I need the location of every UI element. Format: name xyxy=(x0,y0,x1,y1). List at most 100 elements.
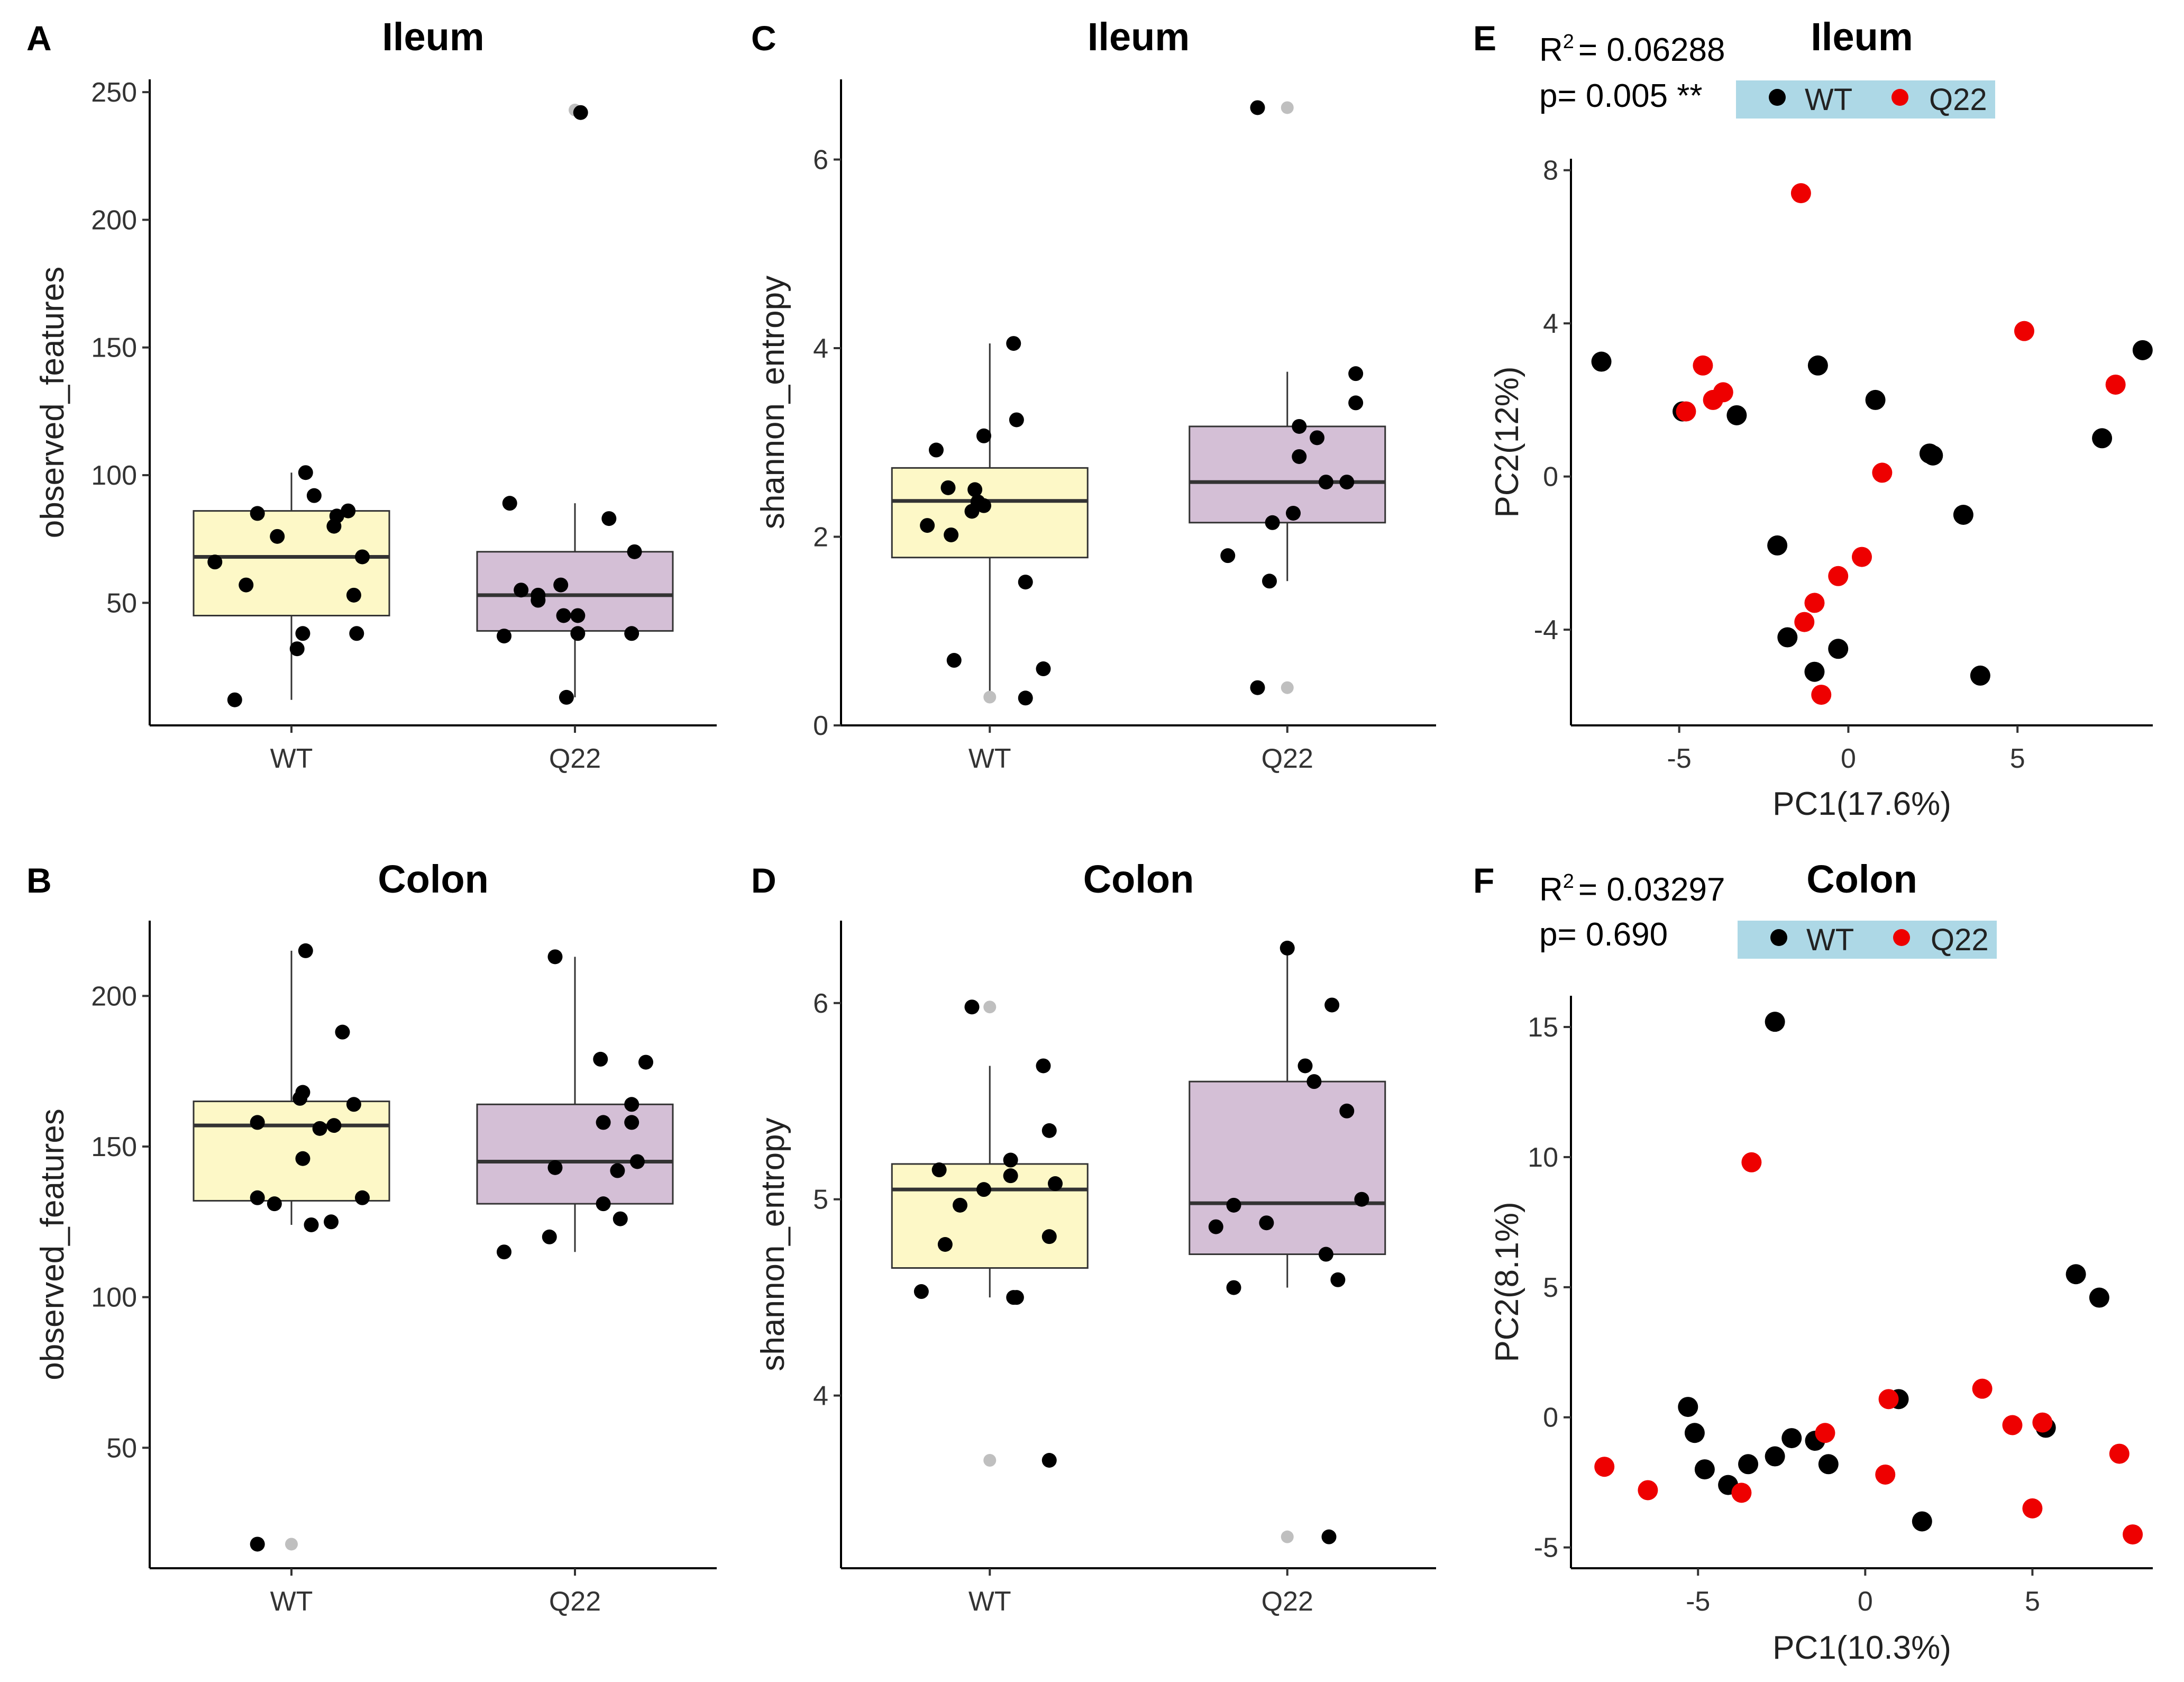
data-point xyxy=(346,587,361,603)
outlier-point xyxy=(1281,101,1294,114)
data-point xyxy=(250,1190,265,1205)
data-point xyxy=(596,1196,611,1212)
panel-letter-E: E xyxy=(1473,19,1496,58)
data-point xyxy=(270,529,285,544)
pca-point-wt xyxy=(1765,1446,1785,1467)
data-point xyxy=(1003,1168,1018,1184)
pca-point-wt xyxy=(1828,639,1849,659)
data-point xyxy=(1003,1152,1018,1168)
pca-point-q22 xyxy=(1878,1389,1899,1410)
pca-point-wt xyxy=(1970,665,1990,686)
legend-key-wt xyxy=(1770,929,1787,946)
legend-key-q22 xyxy=(1891,89,1908,106)
data-point xyxy=(913,1284,929,1299)
panel-title: Ileum xyxy=(1088,15,1190,59)
box-wt xyxy=(891,999,1089,1468)
data-point xyxy=(1018,575,1033,590)
y-tick-label: 2 xyxy=(813,522,828,553)
data-point xyxy=(1250,680,1265,695)
data-point xyxy=(267,1196,282,1212)
pca-point-wt xyxy=(1923,445,1943,466)
x-tick-label: 0 xyxy=(1841,743,1856,774)
data-point xyxy=(953,1197,967,1213)
box-wt xyxy=(193,465,390,707)
data-point xyxy=(1009,412,1024,428)
panel-D: D Colon 4 5 6 shannon_entropy WT Q22 xyxy=(751,857,1436,1617)
pca-point-q22 xyxy=(1815,1423,1835,1443)
panel-B: B Colon 50 100 150 200 observed_features WT Q22 xyxy=(26,857,717,1617)
panel-A: A Ileum 50 100 150 200 250 observed_features WT Q… xyxy=(26,15,717,774)
data-point xyxy=(1048,1176,1063,1192)
r-label: R xyxy=(1539,32,1563,68)
data-point xyxy=(1348,366,1364,381)
panel-letter-A: A xyxy=(26,19,52,58)
data-point xyxy=(593,1051,608,1067)
iqr-box xyxy=(193,1101,390,1202)
pca-point-q22 xyxy=(2109,1443,2130,1464)
data-point xyxy=(624,1115,639,1130)
data-point xyxy=(601,511,617,526)
data-point xyxy=(293,1090,308,1106)
x-tick-label: WT xyxy=(270,1586,313,1617)
pca-point-wt xyxy=(2092,428,2113,449)
legend-label-wt: WT xyxy=(1806,923,1854,957)
data-point xyxy=(497,1244,511,1260)
y-axis-title: shannon_entropy xyxy=(755,276,791,529)
pca-point-q22 xyxy=(1713,382,1733,403)
data-point xyxy=(613,1211,628,1226)
data-point xyxy=(1292,449,1307,464)
legend: WT Q22 xyxy=(1738,921,1997,959)
series-wt xyxy=(1591,340,2153,686)
data-point xyxy=(627,544,642,559)
pca-point-wt xyxy=(1726,405,1747,425)
x-tick-label: 0 xyxy=(1858,1586,1873,1617)
panel-E: E Ileum -4 0 4 8 PC2(12%) -5 0 5 PC1(17.6%) R2 = 0.0… xyxy=(1473,15,2153,822)
pca-point-wt xyxy=(1804,661,1825,682)
y-tick-label: 250 xyxy=(91,77,137,108)
y-tick-label: 150 xyxy=(91,1132,137,1162)
x-tick-label: WT xyxy=(968,1586,1011,1617)
x-tick-label: WT xyxy=(270,743,313,774)
data-point xyxy=(239,577,254,593)
outlier-point xyxy=(983,1454,997,1467)
data-point xyxy=(250,506,265,521)
x-tick-label: WT xyxy=(968,743,1011,774)
y-tick-label: 50 xyxy=(106,1433,137,1463)
y-axis-title: PC2(8.1%) xyxy=(1489,1202,1525,1362)
pca-point-wt xyxy=(1807,355,1828,376)
data-point xyxy=(335,1024,350,1040)
pca-point-q22 xyxy=(2002,1415,2023,1435)
data-point xyxy=(610,1163,625,1178)
x-tick-label: -5 xyxy=(1667,743,1692,774)
pca-point-q22 xyxy=(1804,593,1825,613)
data-point xyxy=(306,488,322,503)
data-point xyxy=(1310,430,1324,445)
pca-point-wt xyxy=(1694,1459,1715,1480)
panel-title: Colon xyxy=(1083,857,1194,901)
pca-point-wt xyxy=(1781,1428,1802,1449)
pca-point-q22 xyxy=(1741,1152,1762,1172)
box-q22 xyxy=(476,103,674,705)
data-point xyxy=(570,626,586,641)
y-tick-label: 8 xyxy=(1543,156,1558,186)
r2-value: = 0.03297 xyxy=(1578,871,1725,908)
outlier-point xyxy=(1281,1530,1294,1543)
outlier-point xyxy=(285,1538,298,1551)
pca-point-q22 xyxy=(1872,462,1893,483)
data-point xyxy=(1009,1290,1024,1305)
y-axis-title: PC2(12%) xyxy=(1489,367,1525,518)
data-point xyxy=(298,465,313,480)
data-point xyxy=(312,1121,327,1136)
data-point xyxy=(1220,548,1236,563)
data-point xyxy=(1018,690,1033,706)
box-wt xyxy=(193,943,390,1552)
data-point xyxy=(1226,1197,1241,1213)
data-point xyxy=(629,1154,645,1169)
y-tick-label: 0 xyxy=(813,711,828,741)
box-wt xyxy=(891,336,1089,706)
data-point xyxy=(1036,661,1051,677)
data-point xyxy=(1265,515,1280,530)
y-tick-label: 6 xyxy=(813,988,828,1019)
superscript-2: 2 xyxy=(1563,870,1574,893)
